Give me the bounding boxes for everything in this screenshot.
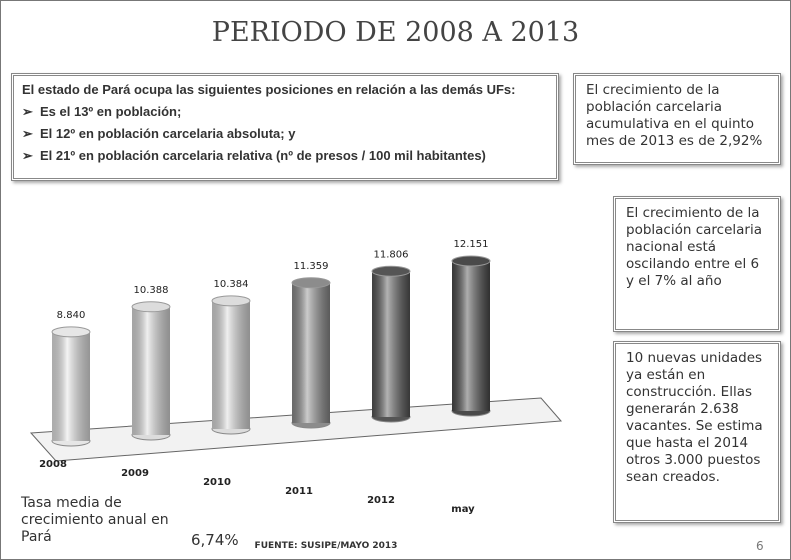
bar-top bbox=[451, 255, 491, 267]
value-label: 10.384 bbox=[214, 279, 249, 290]
chart-floor bbox=[29, 397, 563, 462]
intro-box: El estado de Pará ocupa las siguientes p… bbox=[11, 73, 559, 181]
source: FUENTE: SUSIPE/MAYO 2013 bbox=[254, 541, 398, 551]
x-tick-label: 2008 bbox=[39, 459, 67, 470]
bar-top bbox=[291, 277, 331, 289]
bar-shade bbox=[132, 306, 170, 435]
bar-top bbox=[211, 295, 251, 307]
bar-top bbox=[51, 326, 91, 338]
x-tick-label: 2011 bbox=[285, 486, 313, 497]
value-label: 8.840 bbox=[57, 310, 86, 321]
value-label: 11.359 bbox=[294, 261, 329, 272]
bar-top bbox=[371, 265, 411, 277]
page-number: 6 bbox=[756, 539, 764, 553]
intro-heading: El estado de Pará ocupa las siguientes p… bbox=[22, 82, 516, 97]
note-box: El crecimiento de la población carcelari… bbox=[573, 73, 781, 165]
note-box: El crecimiento de la población carcelari… bbox=[613, 196, 781, 332]
bar-shade bbox=[372, 271, 410, 417]
summary-label: Tasa media de crecimiento anual en Pará bbox=[21, 495, 169, 545]
intro-item: El 12º en población carcelaria absoluta;… bbox=[22, 126, 548, 142]
summary-value: 6,74% bbox=[191, 531, 239, 549]
x-tick-label: may bbox=[451, 504, 475, 515]
bar-shade bbox=[292, 282, 330, 423]
slide-title: PERIODO DE 2008 A 2013 bbox=[211, 17, 580, 48]
intro-item: El 21º en población carcelaria relativa … bbox=[22, 148, 548, 164]
bar-shade bbox=[52, 331, 90, 441]
value-label: 11.806 bbox=[374, 249, 409, 260]
x-tick-label: 2012 bbox=[367, 495, 395, 506]
x-tick-label: 2010 bbox=[203, 477, 231, 488]
x-tick-label: 2009 bbox=[121, 468, 149, 479]
bar-shade bbox=[212, 300, 250, 429]
bar-shade bbox=[452, 261, 490, 411]
value-label: 10.388 bbox=[134, 285, 169, 296]
intro-item: Es el 13º en población; bbox=[22, 104, 548, 120]
note-box: 10 nuevas unidades ya están en construcc… bbox=[613, 341, 781, 523]
value-label: 12.151 bbox=[454, 239, 489, 250]
bar-top bbox=[131, 301, 171, 313]
